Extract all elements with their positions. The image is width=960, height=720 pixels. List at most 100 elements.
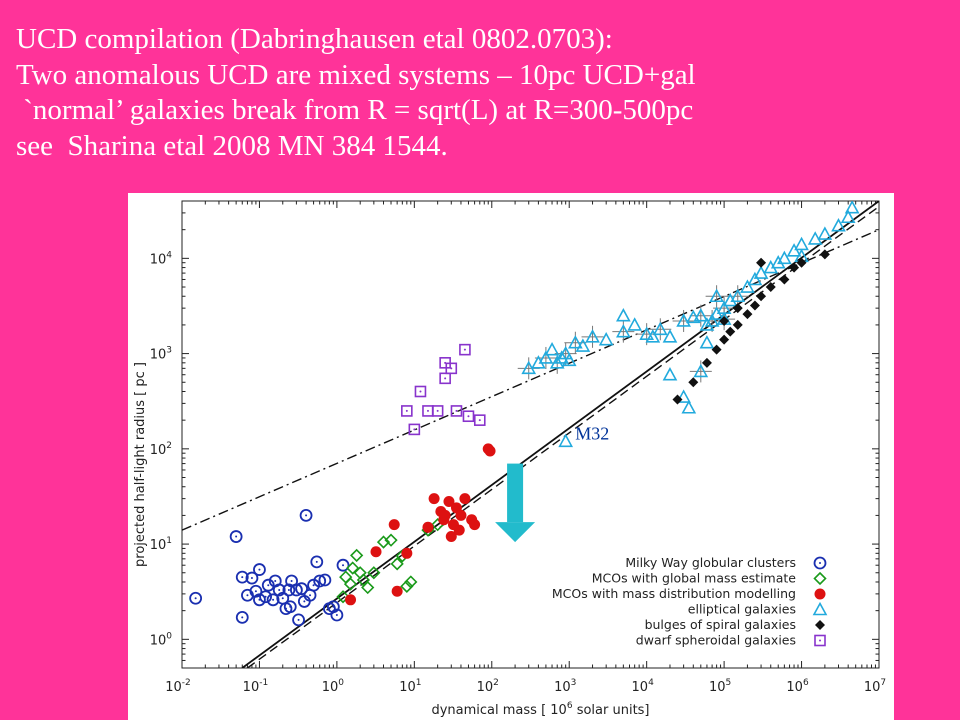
marker-shape — [616, 308, 631, 322]
data-point — [749, 300, 760, 311]
marker-dot — [467, 415, 470, 418]
data-point — [235, 610, 249, 624]
data-point — [794, 236, 809, 251]
data-point — [585, 329, 600, 343]
marker-shape — [756, 291, 767, 302]
marker-shape — [400, 579, 414, 593]
x-axis-title: dynamical mass [ 106 solar units] — [431, 701, 649, 718]
data-point — [725, 326, 736, 337]
marker-shape — [408, 423, 421, 436]
data-point — [336, 590, 350, 604]
marker-shape — [777, 250, 792, 265]
data-point — [807, 231, 823, 245]
marker-shape — [356, 573, 371, 587]
legend-entry-label: MCOs with global mass estimate — [592, 571, 797, 586]
marker-dot — [335, 614, 338, 617]
data-point — [261, 578, 275, 592]
marker-dot — [258, 568, 261, 571]
data-point — [272, 583, 286, 597]
data-point — [439, 509, 451, 521]
marker-shape — [831, 218, 846, 232]
data-point — [400, 579, 414, 593]
marker-shape — [812, 601, 828, 616]
marker-shape — [339, 570, 353, 584]
data-point — [439, 372, 451, 385]
data-point — [575, 338, 591, 352]
marker-shape — [459, 343, 471, 356]
marker-shape — [815, 620, 825, 630]
marker-shape — [469, 519, 481, 531]
marker-dot — [413, 428, 416, 431]
marker-shape — [627, 317, 643, 331]
marker-dot — [267, 584, 270, 587]
marker-ring — [336, 558, 350, 572]
data-point — [699, 317, 715, 331]
data-point — [719, 315, 730, 326]
data-point — [554, 350, 570, 364]
legend-entry-label: dwarf spheroidal galaxies — [636, 633, 796, 648]
data-point — [310, 555, 324, 569]
data-point — [484, 445, 496, 457]
x-tick-label: 105 — [709, 678, 731, 695]
marker-shape — [789, 262, 800, 273]
marker-shape — [681, 400, 697, 414]
data-point — [740, 279, 755, 293]
marker-ring — [253, 563, 266, 576]
marker-shape — [431, 405, 444, 417]
data-point — [732, 303, 743, 314]
data-point — [704, 313, 720, 327]
x-tick-label: 10-1 — [243, 678, 269, 695]
legend-marker — [814, 634, 826, 647]
marker-ring — [283, 600, 297, 614]
marker-ring — [813, 556, 827, 570]
marker-dot — [819, 639, 821, 642]
marker-shape — [688, 377, 699, 388]
data-point — [245, 571, 259, 585]
data-point — [732, 319, 743, 330]
marker-shape — [345, 594, 357, 606]
fit-line-solid — [241, 201, 879, 668]
data-point — [819, 249, 830, 260]
marker-shape — [585, 329, 600, 343]
marker-shape — [388, 519, 400, 531]
marker-dot — [297, 618, 300, 621]
marker-shape — [428, 493, 440, 505]
marker-ring — [259, 590, 272, 604]
marker-shape — [401, 547, 413, 559]
marker-shape — [814, 634, 826, 647]
data-point — [235, 570, 249, 584]
marker-dot — [405, 409, 408, 412]
data-point — [688, 377, 699, 388]
marker-shape — [756, 257, 767, 268]
marker-shape — [711, 344, 722, 355]
marker-dot — [332, 605, 335, 608]
marker-dot — [455, 409, 458, 412]
data-point — [414, 385, 427, 398]
marker-ring — [289, 583, 303, 597]
marker-shape — [693, 308, 709, 322]
x-tick-label: 107 — [864, 678, 886, 695]
marker-dot — [478, 419, 481, 422]
data-point — [422, 405, 434, 417]
marker-ring — [245, 571, 259, 585]
legend-entry-label: bulges of spiral galaxies — [645, 617, 796, 632]
marker-shape — [343, 577, 358, 591]
data-point — [719, 334, 730, 345]
marker-dot — [309, 594, 312, 597]
data-point — [453, 524, 465, 536]
x-tick-label: 104 — [632, 678, 655, 695]
arrow-head — [495, 522, 536, 543]
marker-shape — [367, 566, 381, 580]
data-point — [376, 535, 391, 549]
data-point — [401, 547, 413, 559]
marker-shape — [732, 319, 743, 330]
marker-dot — [278, 588, 281, 591]
marker-shape — [813, 571, 827, 586]
marker-dot — [281, 597, 284, 600]
data-point — [404, 575, 418, 589]
marker-dot — [241, 616, 244, 619]
y-tick-label: 103 — [150, 346, 172, 363]
marker-shape — [439, 372, 451, 385]
marker-dot — [290, 579, 293, 582]
marker-shape — [699, 317, 715, 331]
